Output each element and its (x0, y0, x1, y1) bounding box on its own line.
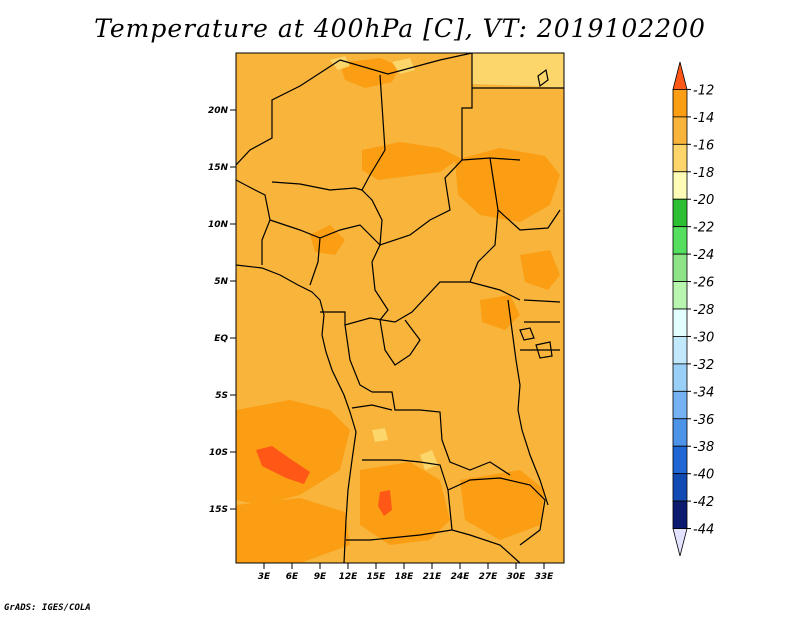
lon-tick-label: 27E (479, 572, 499, 582)
lat-tick-label: 15S (209, 505, 228, 515)
colorbar-label: -20 (693, 193, 714, 208)
colorbar-label: -36 (693, 413, 714, 428)
field-patch (420, 450, 438, 470)
lon-tick-label: 21E (423, 572, 443, 582)
colorbar-swatch (672, 473, 688, 502)
colorbar-label: -14 (693, 111, 714, 126)
colorbar-label: -32 (693, 358, 714, 373)
lon-tick-label: 6E (286, 572, 299, 582)
lon-axis: 3E 6E 9E 12E 15E 18E 21E 24E 27E 30E 33E (258, 563, 554, 582)
lon-tick-label: 15E (367, 572, 387, 582)
lon-tick-label: 30E (507, 572, 527, 582)
lon-tick-label: 33E (535, 572, 555, 582)
country-borders (236, 53, 564, 563)
colorbar-swatch (672, 171, 688, 200)
colorbar-swatch (672, 281, 688, 310)
field-patch (378, 490, 392, 516)
colorbar-label: -24 (693, 248, 714, 263)
lat-tick-label: 15N (208, 163, 229, 173)
field-patch (480, 295, 520, 330)
lon-tick-label: 9E (314, 572, 327, 582)
field-patch (362, 142, 460, 180)
field-patch (520, 250, 560, 290)
colorbar-swatch (672, 308, 688, 337)
colorbar-swatch (672, 143, 688, 173)
field-patch (340, 58, 400, 88)
colorbar-swatch (672, 390, 688, 420)
credit-label: GrADS: IGES/COLA (4, 603, 91, 613)
colorbar: -12 -14 -16 -18 -20 -22 -24 -26 -28 -30 -32 -34 -36 -… (672, 61, 714, 557)
field-patch (455, 148, 560, 222)
lon-tick-label: 24E (451, 572, 471, 582)
lat-tick-label: 10S (209, 448, 228, 458)
colorbar-label: -12 (693, 83, 714, 98)
colorbar-label: -18 (693, 166, 714, 181)
colorbar-label: -16 (693, 138, 714, 153)
lat-tick-label: 5S (215, 391, 228, 401)
field-patch (372, 428, 388, 442)
colorbar-label: -30 (693, 330, 714, 345)
colorbar-label: -40 (693, 468, 714, 483)
field-patch (236, 400, 350, 505)
lon-tick-label: 18E (395, 572, 415, 582)
lon-tick-label: 12E (339, 572, 359, 582)
colorbar-swatch (672, 500, 688, 529)
colorbar-swatch (672, 418, 688, 447)
colorbar-label: -26 (693, 276, 714, 291)
field-patch (236, 498, 350, 563)
field-patch (472, 53, 564, 88)
colorbar-arrow-top (672, 61, 688, 90)
temperature-field (236, 53, 564, 563)
field-patch (256, 446, 310, 484)
field-patch (392, 58, 415, 74)
colorbar-swatch (672, 226, 688, 255)
lat-tick-label: 20N (208, 106, 229, 116)
map-frame (235, 52, 565, 564)
colorbar-label: -42 (693, 495, 714, 510)
lat-axis: 20N 15N 10N 5N EQ 5S 10S 15S (208, 106, 236, 515)
colorbar-swatch (672, 336, 688, 365)
field-patch (360, 462, 450, 545)
colorbar-swatch (672, 89, 688, 118)
field-patch (460, 470, 545, 540)
chart-title: Temperature at 400hPa [C], VT: 201910220… (94, 14, 706, 43)
colorbar-swatch (672, 116, 688, 145)
field-patch (330, 56, 350, 70)
colorbar-swatch (672, 253, 688, 282)
colorbar-swatch (672, 363, 688, 392)
lat-tick-label: 10N (208, 220, 229, 230)
colorbar-label: -28 (693, 303, 714, 318)
colorbar-swatch (672, 198, 688, 228)
colorbar-label: -38 (693, 440, 714, 455)
colorbar-label: -44 (693, 523, 714, 538)
colorbar-swatch (672, 445, 688, 475)
lat-tick-label: 5N (214, 277, 228, 287)
lat-tick-label: EQ (214, 334, 228, 344)
colorbar-label: -34 (693, 385, 714, 400)
colorbar-label: -22 (693, 221, 714, 236)
colorbar-arrow-bottom (672, 528, 688, 557)
lon-tick-label: 3E (258, 572, 271, 582)
